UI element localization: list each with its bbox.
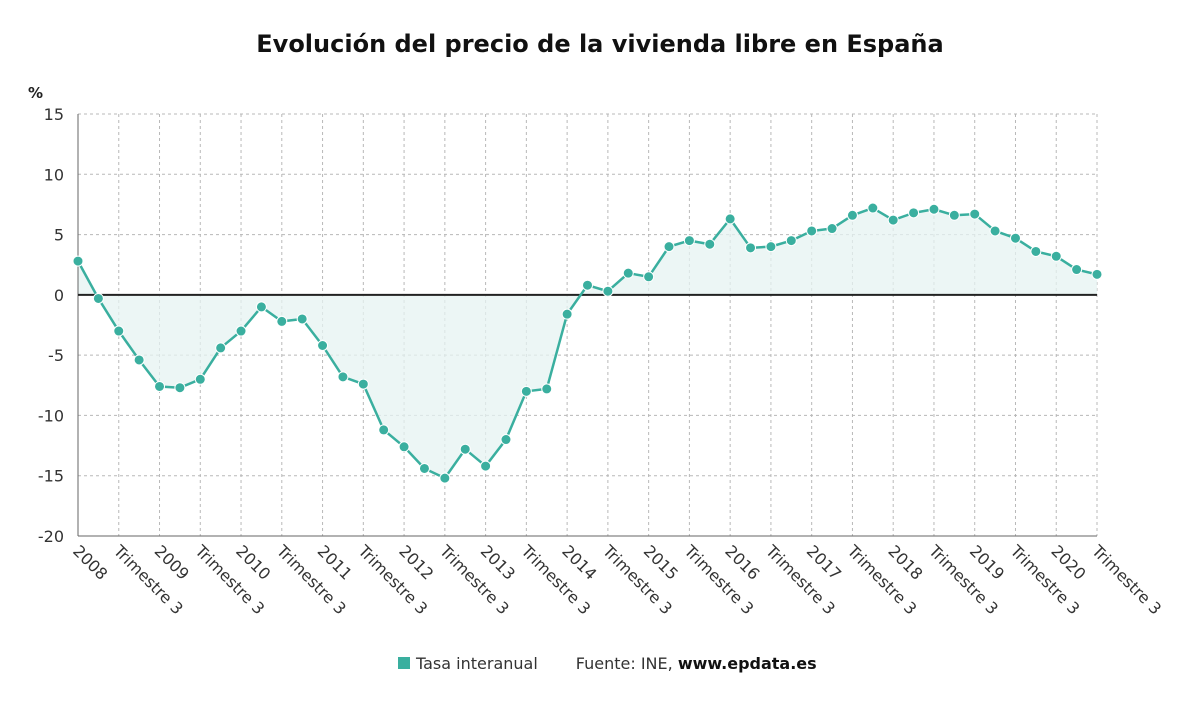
data-point — [908, 207, 920, 219]
data-point — [235, 325, 247, 337]
source-link[interactable]: www.epdata.es — [677, 653, 817, 673]
data-point — [765, 241, 777, 253]
data-point — [622, 267, 634, 279]
x-tick-label: Trimestre 3 — [1087, 541, 1165, 619]
data-point — [1091, 268, 1103, 280]
y-tick-label: -5 — [48, 346, 64, 365]
data-point — [602, 285, 614, 297]
data-point — [846, 209, 858, 221]
data-point — [826, 223, 838, 235]
data-point — [1071, 264, 1083, 276]
y-axis-unit: % — [28, 84, 43, 102]
y-tick-label: -20 — [38, 527, 64, 546]
data-point — [398, 441, 410, 453]
data-point — [867, 202, 879, 214]
data-point — [969, 208, 981, 220]
data-point — [520, 385, 532, 397]
data-point — [500, 434, 512, 446]
data-point — [785, 235, 797, 247]
data-point — [276, 315, 288, 327]
data-point — [480, 460, 492, 472]
data-point — [643, 271, 655, 283]
data-point — [154, 380, 166, 392]
data-point — [1009, 232, 1021, 244]
axis-layer — [77, 114, 1097, 537]
data-point — [887, 214, 899, 226]
data-point — [337, 371, 349, 383]
data-point — [296, 313, 308, 325]
data-point — [683, 235, 695, 247]
data-point — [378, 424, 390, 436]
data-point — [255, 301, 267, 313]
data-point — [928, 203, 940, 215]
y-tick-label: 10 — [44, 165, 64, 184]
x-tick-label: 2008 — [69, 541, 111, 583]
data-point — [215, 342, 227, 354]
area-layer — [78, 208, 1097, 479]
source-prefix: Fuente: INE, — [575, 653, 673, 673]
y-tick-label: 0 — [54, 286, 64, 305]
data-point — [582, 279, 593, 291]
data-point — [1030, 245, 1042, 257]
data-point — [357, 378, 369, 390]
point-layer — [72, 202, 1103, 484]
chart-title: Evolución del precio de la vivienda libr… — [256, 30, 944, 58]
legend: Tasa interanual Fuente: INE, www.epdata.… — [398, 652, 817, 674]
data-point — [1050, 250, 1062, 262]
data-point — [133, 354, 145, 366]
data-point — [724, 213, 736, 225]
area-fill — [78, 208, 1097, 479]
y-tick-label: 15 — [44, 105, 64, 124]
data-point — [439, 472, 451, 484]
data-point — [418, 462, 430, 474]
data-point — [317, 339, 329, 351]
data-point — [948, 209, 960, 221]
data-point — [113, 325, 125, 337]
y-tick-label: -15 — [38, 467, 64, 486]
legend-swatch — [398, 657, 410, 669]
data-point — [194, 373, 206, 385]
data-point — [989, 225, 1001, 237]
data-point — [561, 308, 573, 320]
data-point — [72, 255, 84, 267]
data-point — [174, 382, 186, 394]
data-point — [663, 241, 675, 253]
data-point — [704, 238, 716, 250]
data-point — [92, 292, 104, 304]
data-point — [541, 383, 553, 395]
legend-series-label: Tasa interanual — [416, 653, 538, 673]
y-tick-label: -10 — [38, 406, 64, 425]
data-point — [806, 225, 818, 237]
y-tick-label: 5 — [54, 226, 64, 245]
data-point — [459, 443, 471, 455]
data-point — [745, 242, 757, 254]
